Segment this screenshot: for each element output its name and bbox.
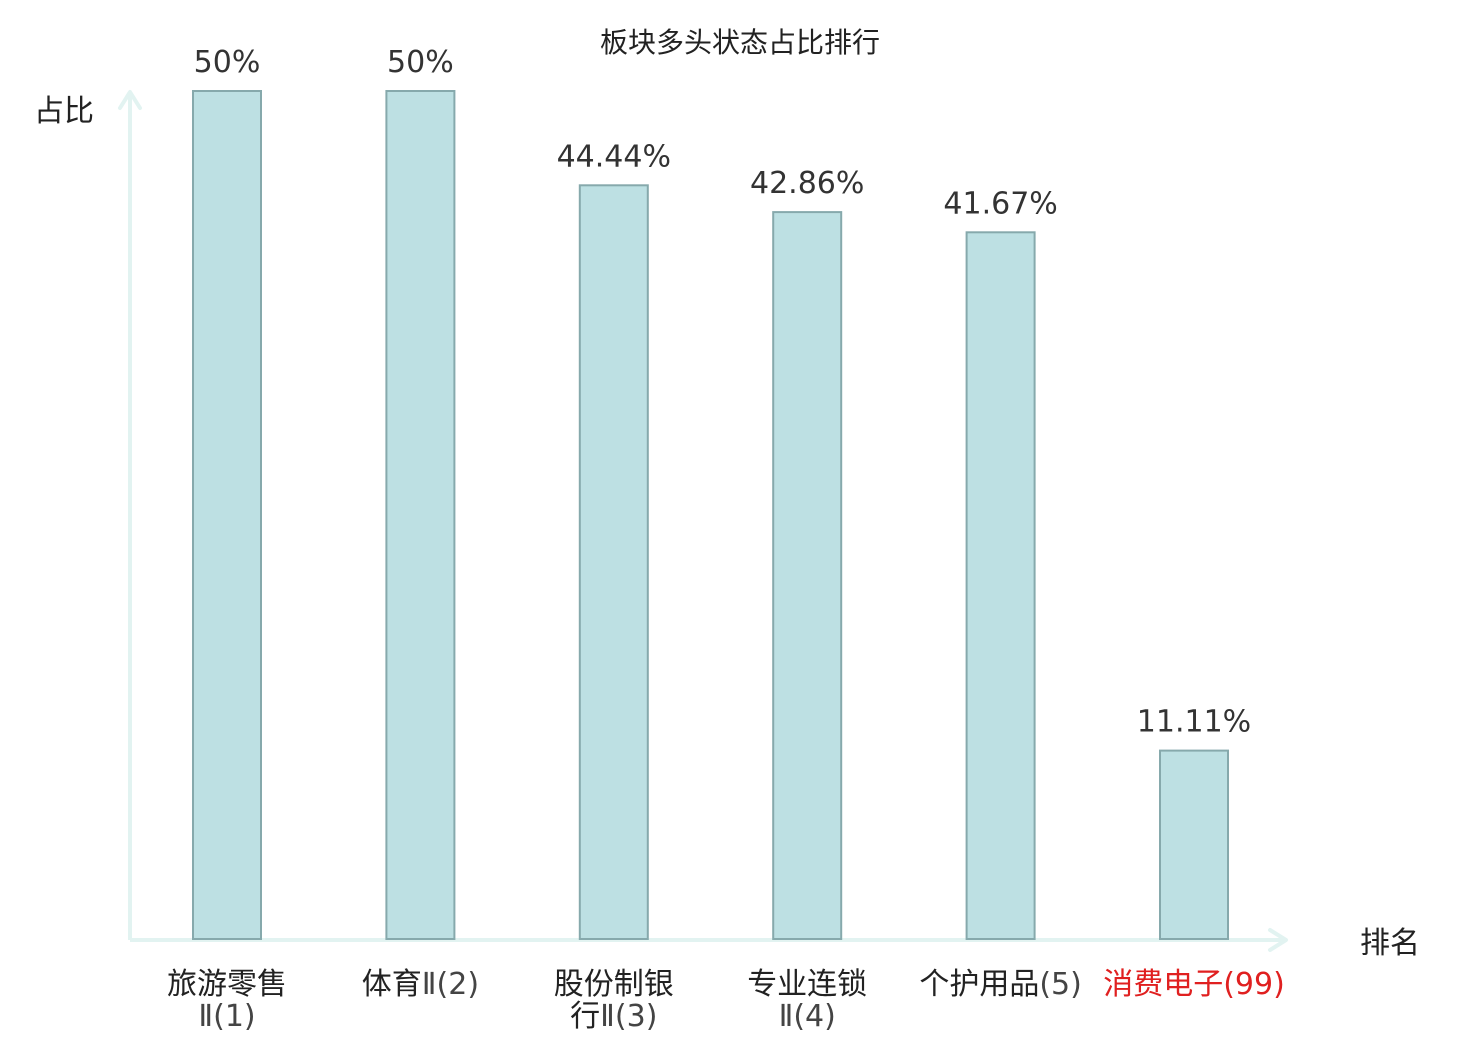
value-label-3: 44.44% bbox=[557, 139, 671, 174]
category-name: 行 bbox=[570, 999, 600, 1034]
bar-1 bbox=[192, 90, 262, 940]
category-rank: (5) bbox=[1039, 967, 1082, 1002]
category-label-2-line-1: 体育Ⅱ(2) bbox=[362, 967, 479, 1002]
axes bbox=[118, 90, 1288, 952]
y-axis-arrow bbox=[118, 90, 142, 110]
category-label-6-line-1: 消费电子(99) bbox=[1103, 967, 1285, 1002]
value-label-1: 50% bbox=[194, 45, 261, 80]
value-label-2: 50% bbox=[387, 45, 454, 80]
category-rank: Ⅱ(3) bbox=[600, 999, 657, 1034]
category-rank: Ⅱ(4) bbox=[779, 999, 836, 1034]
category-label-1-line-2: Ⅱ(1) bbox=[198, 999, 255, 1034]
category-name: 消费电子 bbox=[1103, 967, 1223, 1002]
x-axis-arrow bbox=[1268, 928, 1288, 952]
chart-title: 板块多头状态占比排行 bbox=[600, 26, 880, 59]
value-label-6: 11.11% bbox=[1137, 705, 1251, 740]
category-rank: (99) bbox=[1223, 967, 1285, 1002]
bar-6 bbox=[1159, 749, 1229, 940]
category-name: 股份制银 bbox=[554, 967, 674, 1002]
category-rank: Ⅱ(1) bbox=[198, 999, 255, 1034]
category-name: 个护用品 bbox=[919, 967, 1039, 1002]
category-label-4-line-1: 专业连锁 bbox=[747, 967, 867, 1002]
value-label-5: 41.67% bbox=[943, 186, 1057, 221]
category-label-1-line-1: 旅游零售 bbox=[167, 967, 287, 1002]
category-label-5-line-1: 个护用品(5) bbox=[919, 967, 1082, 1002]
category-label-3-line-2: 行Ⅱ(3) bbox=[570, 999, 657, 1034]
value-label-4: 42.86% bbox=[750, 166, 864, 201]
bars-group bbox=[192, 90, 1229, 941]
bar-2 bbox=[385, 90, 456, 940]
bar-5 bbox=[965, 231, 1036, 941]
category-name: 体育 bbox=[362, 967, 422, 1002]
bar-3 bbox=[578, 184, 649, 941]
category-label-4-line-2: Ⅱ(4) bbox=[779, 999, 836, 1034]
category-name: 专业连锁 bbox=[747, 967, 867, 1002]
bar-4 bbox=[772, 211, 843, 941]
category-rank: Ⅱ(2) bbox=[422, 967, 479, 1002]
value-labels-group: 50% 50% 44.44% 42.86% 41.67% 11.11% bbox=[194, 45, 1252, 740]
category-name: 旅游零售 bbox=[167, 967, 287, 1002]
x-axis-label: 排名 bbox=[1360, 926, 1420, 961]
y-axis-label: 占比 bbox=[34, 94, 94, 129]
category-label-3-line-1: 股份制银 bbox=[554, 967, 674, 1002]
